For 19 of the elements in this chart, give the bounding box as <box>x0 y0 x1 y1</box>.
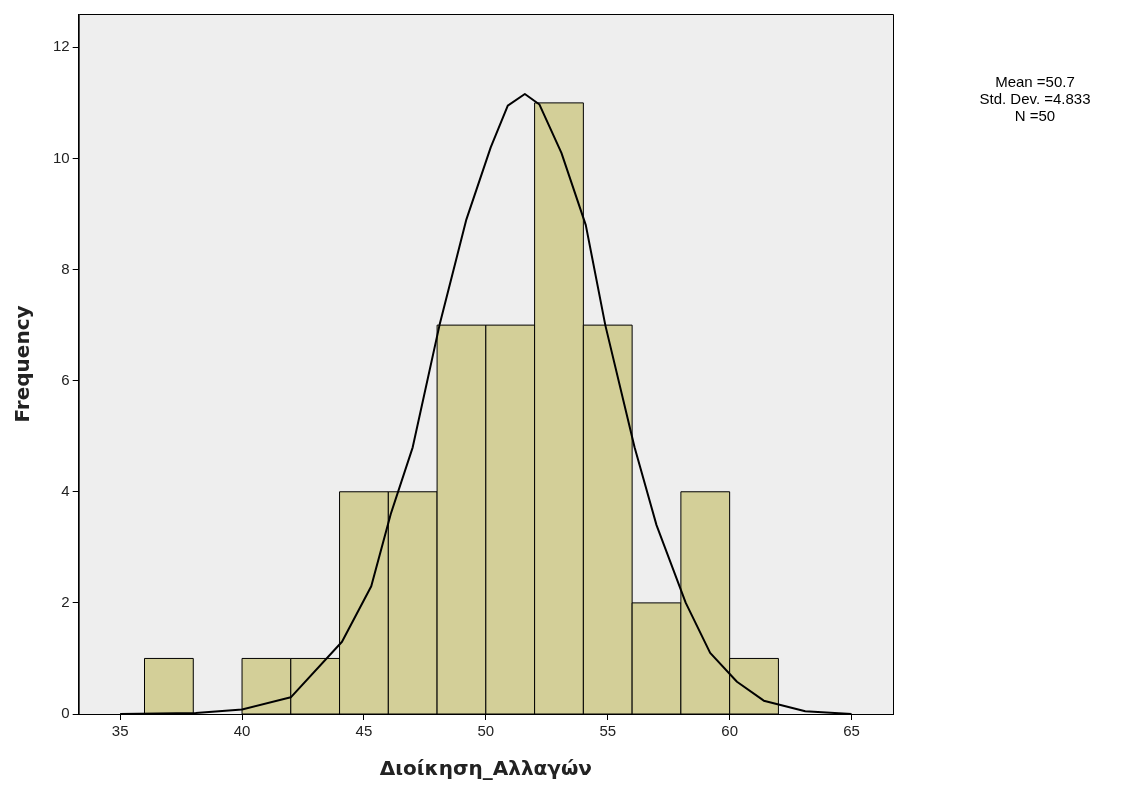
y-tick-label: 8 <box>61 259 70 277</box>
x-tick-label: 50 <box>477 722 495 740</box>
y-tick-label: 4 <box>61 481 70 499</box>
x-axis-title: Διοίκηση_Αλλαγών <box>379 756 592 781</box>
text: N =50 <box>1013 107 1057 124</box>
y-tick-label: 2 <box>61 593 70 611</box>
y-tick-label: 12 <box>53 37 70 55</box>
x-tick-label: 65 <box>843 722 860 740</box>
x-tick-label: 45 <box>355 722 373 740</box>
text: Std. Dev. =4.833 <box>978 90 1092 107</box>
y-axis-title: Frequency <box>10 305 35 423</box>
y-tick-label: 6 <box>61 370 70 388</box>
x-tick-label: 60 <box>721 722 738 740</box>
y-tick-label: 0 <box>61 704 70 722</box>
x-tick-label: 35 <box>111 722 129 740</box>
x-tick-label: 40 <box>233 722 251 740</box>
y-tick-label: 10 <box>53 148 70 166</box>
x-tick-label: 55 <box>599 722 617 740</box>
text: Mean =50.7 <box>994 73 1076 90</box>
